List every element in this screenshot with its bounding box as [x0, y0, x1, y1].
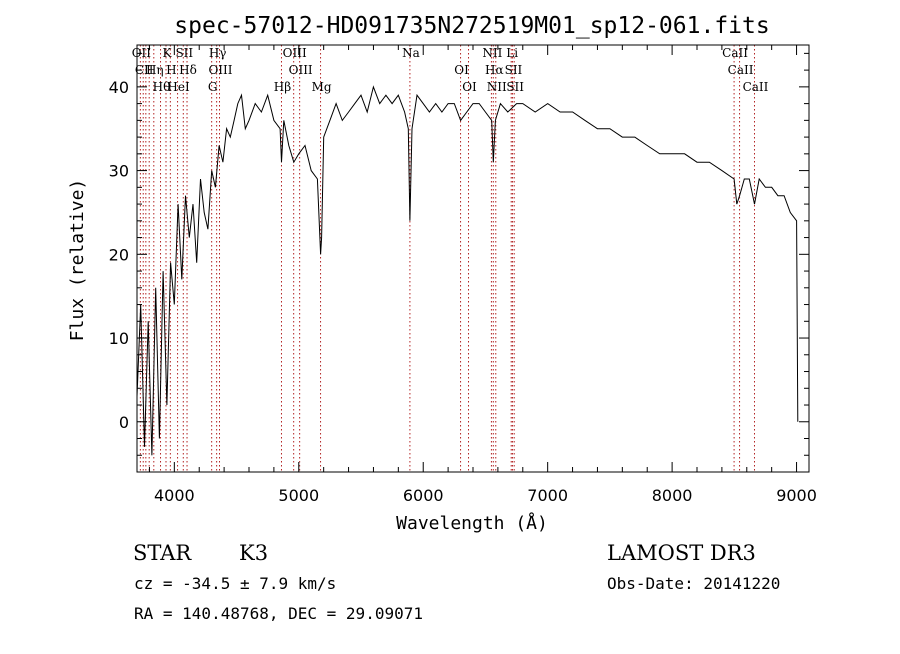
- x-tick-label: 4000: [154, 486, 195, 505]
- line-marker-label: Mg: [312, 80, 332, 94]
- x-axis-label: Wavelength (Å): [396, 512, 548, 534]
- x-tick-label: 8000: [652, 486, 693, 505]
- line-marker-label: NII: [482, 46, 502, 60]
- line-marker-label: OI: [454, 63, 469, 77]
- line-marker-label: Hθ: [153, 80, 171, 94]
- line-marker-label: OIII: [208, 63, 232, 77]
- line-marker-label: Hγ: [209, 46, 227, 60]
- object-class: STAR: [133, 541, 192, 565]
- line-marker-label: OIII: [283, 46, 307, 60]
- object-subclass: K3: [239, 541, 268, 565]
- y-tick-label: 30: [109, 162, 129, 181]
- x-tick-label: 7000: [527, 486, 568, 505]
- y-tick-label: 40: [109, 78, 129, 97]
- line-marker-labels: OIICIIHηHθKHHeISIIHδGHγOIIIHβOIIIOIIIMgN…: [132, 46, 769, 94]
- flux-series-line: [136, 85, 799, 456]
- obs-date-text: Obs-Date: 20141220: [607, 574, 780, 593]
- y-axis-ticks: 0 10 20 30 40: [109, 52, 809, 456]
- line-marker-label: Hη: [146, 63, 164, 77]
- line-marker-label: OI: [462, 80, 477, 94]
- line-marker-label: Hδ: [179, 63, 197, 77]
- x-tick-label: 6000: [403, 486, 444, 505]
- survey-name: LAMOST DR3: [607, 541, 756, 565]
- line-marker-label: CaII: [743, 80, 769, 94]
- y-tick-label: 10: [109, 329, 129, 348]
- line-marker-label: SII: [506, 80, 524, 94]
- line-marker-label: CaII: [728, 63, 754, 77]
- line-marker-label: Li: [506, 46, 518, 60]
- coordinates-text: RA = 140.48768, DEC = 29.09071: [134, 604, 423, 623]
- line-marker-label: H: [166, 63, 176, 77]
- line-marker-label: Hβ: [274, 80, 291, 94]
- line-marker-label: CaII: [722, 46, 748, 60]
- line-marker-label: SII: [175, 46, 193, 60]
- line-marker-label: OIII: [289, 63, 313, 77]
- line-marker-label: HeI: [167, 80, 190, 94]
- y-axis-label: Flux (relative): [67, 179, 88, 342]
- line-marker-label: CII: [135, 63, 154, 77]
- y-tick-label: 0: [119, 413, 129, 432]
- redshift-text: cz = -34.5 ± 7.9 km/s: [134, 574, 336, 593]
- y-tick-label: 20: [109, 245, 129, 264]
- x-tick-label: 9000: [776, 486, 817, 505]
- line-marker-label: Na: [402, 46, 420, 60]
- x-axis-ticks: 4000 5000 6000 7000 8000 9000: [148, 45, 817, 505]
- line-marker-label: G: [208, 80, 218, 94]
- line-marker-label: K: [163, 46, 173, 60]
- x-tick-label: 5000: [278, 486, 319, 505]
- line-markers: [139, 45, 755, 472]
- chart-title: spec-57012-HD091735N272519M01_sp12-061.f…: [174, 13, 769, 39]
- line-marker-label: SII: [505, 63, 523, 77]
- plot-frame: [136, 44, 810, 473]
- line-marker-label: Hα: [485, 63, 504, 77]
- line-marker-label: NII: [487, 80, 507, 94]
